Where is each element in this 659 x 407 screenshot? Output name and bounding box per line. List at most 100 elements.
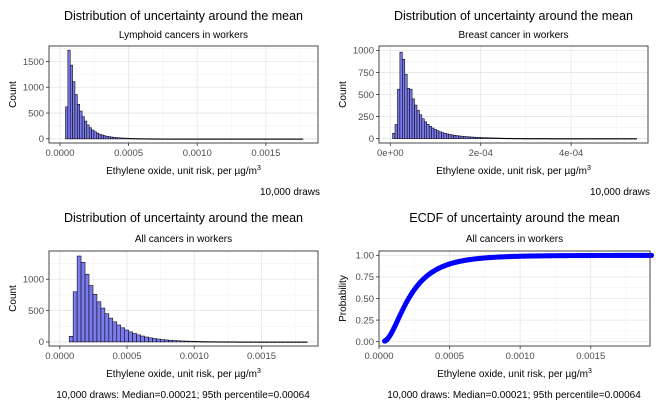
x-tick-label: 0.0015 <box>576 351 605 362</box>
histogram-bar <box>107 136 111 140</box>
histogram-bar <box>516 138 520 140</box>
chart-subtitle: All cancers in workers <box>135 234 232 245</box>
histogram-bar <box>257 138 261 140</box>
histogram-bar <box>227 341 233 343</box>
histogram-bar <box>426 124 430 139</box>
histogram-bar <box>191 138 194 140</box>
histogram-bar <box>619 138 623 140</box>
plot-border <box>48 250 319 347</box>
x-axis-label-superscript: 3 <box>257 368 261 375</box>
histogram-bar <box>533 138 537 140</box>
x-tick-label: 0.0000 <box>45 148 74 159</box>
histogram-bar <box>482 137 486 139</box>
histogram-bar <box>96 301 102 343</box>
histogram-bar <box>448 134 452 139</box>
histogram-bar <box>392 133 396 139</box>
y-tick-label: 0.75 <box>356 272 375 283</box>
histogram-bar <box>202 138 206 140</box>
histogram-bar <box>283 341 288 343</box>
histogram-bar <box>103 135 107 140</box>
histogram-bar <box>100 307 106 343</box>
histogram-bar <box>538 138 542 140</box>
histogram-bar <box>504 137 508 140</box>
y-tick-label: 500 <box>358 90 374 101</box>
histogram-bar <box>299 341 304 343</box>
histogram-bar <box>80 262 86 343</box>
y-tick-label: 0.25 <box>356 315 375 326</box>
histogram-bar <box>441 132 445 139</box>
histogram-bar <box>485 137 489 139</box>
histogram-bars <box>392 51 637 140</box>
histogram-bars <box>65 49 304 140</box>
histogram-bar <box>119 137 123 140</box>
histogram-bar <box>633 138 637 140</box>
histogram-bar <box>235 341 241 343</box>
x-axis-label: Ethylene oxide, unit risk, per µg/m3 <box>106 165 261 177</box>
x-tick-label: 0.0015 <box>251 148 280 159</box>
histogram-bar <box>138 138 142 140</box>
histogram-bar <box>74 94 78 140</box>
histogram-bar <box>160 339 165 343</box>
x-tick-label: 0.0010 <box>180 351 209 362</box>
histogram-bar <box>67 49 71 140</box>
histogram-bar <box>68 336 74 343</box>
histogram-bar <box>247 341 252 343</box>
histogram-bar <box>585 138 589 140</box>
histogram-bar <box>128 331 133 343</box>
y-tick-label: 1000 <box>23 83 44 94</box>
histogram-bar <box>65 106 69 140</box>
histogram-bar <box>91 129 95 140</box>
histogram-bar <box>492 137 496 139</box>
histogram-bar <box>480 137 484 139</box>
histogram-bar <box>105 135 109 140</box>
chart-title: ECDF of uncertainty around the mean <box>409 211 620 225</box>
x-tick-label: 0.0005 <box>112 351 141 362</box>
histogram-bar <box>507 137 511 140</box>
histogram-bar <box>499 137 503 140</box>
histogram-bar <box>96 132 99 140</box>
histogram-bar <box>531 138 535 140</box>
histogram-bar <box>602 138 606 140</box>
y-tick-label: 250 <box>358 112 374 123</box>
histogram-bar <box>594 138 598 140</box>
x-tick-label: 0.0015 <box>247 351 276 362</box>
histogram-bar <box>463 136 467 139</box>
histogram-bar <box>69 64 73 140</box>
histogram-bar <box>279 341 284 343</box>
histogram-bar <box>477 137 481 139</box>
histogram-bar <box>223 341 229 343</box>
histogram-bar <box>555 138 559 140</box>
histogram-bar <box>167 138 171 140</box>
histogram-bar <box>143 138 147 140</box>
histogram-bar <box>255 341 260 343</box>
chart-caption: 10,000 draws: Median=0.00021; 95th perce… <box>56 390 310 401</box>
y-tick-label: 0 <box>39 134 44 145</box>
histogram-bar <box>445 133 449 139</box>
histogram-bar <box>472 136 476 139</box>
x-tick-label: 0.0000 <box>45 351 74 362</box>
histogram-bar <box>274 138 278 140</box>
x-axis-label-superscript: 3 <box>257 165 261 172</box>
histogram-bar <box>302 341 308 343</box>
histogram-bar <box>287 341 292 343</box>
histogram-bar <box>112 321 118 343</box>
histogram-bar <box>550 138 554 140</box>
histogram-bar <box>100 134 104 140</box>
x-tick-label: 0e+00 <box>377 148 404 159</box>
histogram-bar <box>460 135 464 139</box>
histogram-bar <box>72 291 78 343</box>
histogram-bar <box>233 138 237 140</box>
histogram-bar <box>172 138 175 140</box>
histogram-bar <box>219 341 225 343</box>
histogram-bar <box>612 138 616 140</box>
histogram-bar <box>475 137 479 139</box>
histogram-bar <box>172 340 177 343</box>
histogram-bar <box>140 335 145 343</box>
histogram-bar <box>117 137 121 140</box>
histogram-bar <box>129 138 133 140</box>
histogram-bar <box>153 138 156 140</box>
histogram-bar <box>524 138 528 140</box>
histogram-bar <box>572 138 576 140</box>
histogram-bar <box>136 138 140 140</box>
histogram-bar <box>489 137 493 139</box>
